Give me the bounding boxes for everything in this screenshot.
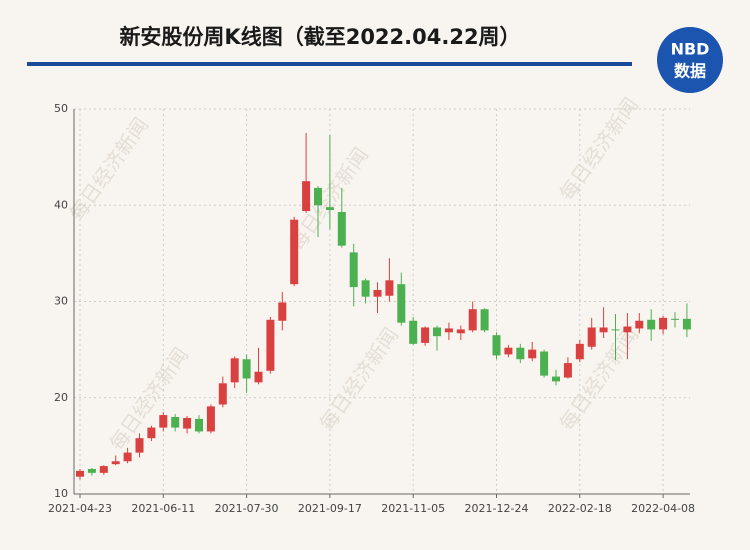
y-tick-label: 50 (54, 102, 68, 115)
y-tick-label: 20 (54, 391, 68, 404)
candle-body (361, 280, 370, 297)
candle-body (671, 318, 679, 320)
candle-body (302, 181, 311, 212)
candle-body (373, 289, 382, 297)
candle-body (659, 317, 668, 330)
candle-body (87, 468, 96, 473)
candle-body (611, 329, 620, 331)
x-tick-label: 2021-07-30 (215, 502, 279, 515)
candle-body (480, 309, 489, 331)
candle-body (147, 427, 156, 439)
chart-title: 新安股份周K线图（截至2022.04.22周） (119, 25, 520, 49)
candle-body (183, 417, 192, 429)
candle-body (575, 343, 584, 360)
candle-body (552, 376, 560, 382)
candle-body (349, 252, 358, 288)
candle-body (278, 302, 287, 321)
y-tick-label: 30 (54, 295, 68, 308)
candle-body (242, 359, 251, 379)
logo (657, 27, 723, 93)
candle-body (397, 284, 406, 323)
logo-text: 数据 (674, 62, 706, 81)
candle-body (206, 406, 215, 432)
candle-body (623, 326, 632, 333)
candle-body (682, 318, 691, 330)
candle-body (409, 320, 418, 344)
x-tick-label: 2022-04-08 (631, 502, 695, 515)
x-tick-label: 2021-06-11 (131, 502, 195, 515)
candle-body (528, 349, 537, 359)
candle-body (254, 371, 263, 383)
candle-body (421, 327, 430, 343)
candle-body (135, 438, 144, 453)
candle-body (290, 219, 299, 285)
candle-body (444, 328, 453, 333)
candle-body (599, 327, 608, 333)
candle-body (337, 211, 346, 246)
candle-body (159, 415, 168, 428)
candle-body (314, 187, 322, 206)
candle-body (587, 327, 596, 347)
y-tick-label: 10 (54, 487, 68, 500)
candle-body (504, 347, 513, 355)
candle-body (76, 470, 84, 477)
candle-body (540, 351, 549, 376)
x-tick-label: 2021-11-05 (381, 502, 445, 515)
candle-body (325, 207, 334, 211)
candle-body (99, 466, 108, 473)
candle-body (516, 347, 525, 360)
x-tick-label: 2021-04-23 (48, 502, 112, 515)
x-tick-label: 2022-02-18 (548, 502, 612, 515)
candle-body (195, 418, 203, 432)
candle-body (385, 280, 394, 296)
candle-body (266, 319, 275, 371)
candle-body (123, 452, 132, 462)
candle-body (230, 358, 239, 383)
candle-body (635, 320, 644, 329)
candle-body (218, 383, 227, 405)
y-tick-label: 40 (54, 198, 68, 211)
candle-body (468, 309, 477, 331)
candle-body (492, 335, 501, 356)
candle-body (563, 363, 572, 378)
candle-body (111, 461, 120, 465)
logo-text: NBD (671, 40, 710, 59)
candle-body (433, 327, 441, 337)
x-tick-label: 2021-12-24 (465, 502, 529, 515)
candle-body (171, 417, 180, 428)
x-tick-label: 2021-09-17 (298, 502, 362, 515)
candle-body (456, 329, 465, 334)
candle-body (647, 319, 656, 330)
title-underline (27, 62, 632, 66)
